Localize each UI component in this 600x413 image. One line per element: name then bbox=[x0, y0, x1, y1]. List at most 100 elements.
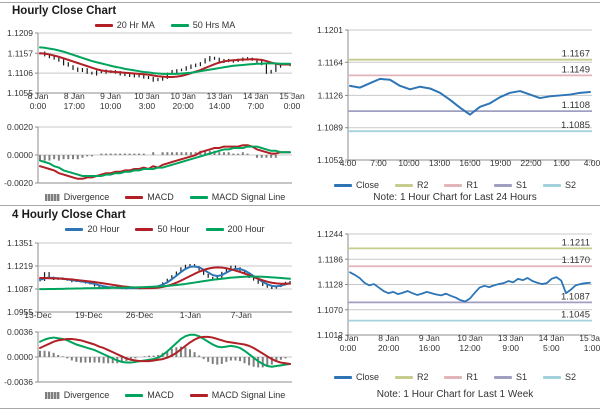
four-hourly-macd-legend: Divergence MACD MACD Signal Line bbox=[38, 390, 292, 400]
legend-line-swatch bbox=[125, 393, 144, 397]
divider-top bbox=[0, 2, 600, 3]
legend-bar-swatch bbox=[44, 193, 60, 201]
four-hourly-ma-legend: 20 Hour 50 Hour 200 Hour bbox=[38, 224, 292, 234]
x-tick-label: 10 Jan 20:00 bbox=[170, 91, 196, 111]
hourly-macd-chart: 0.0020 0.0000 -0.0020 bbox=[4, 122, 292, 188]
legend-line-swatch bbox=[65, 227, 84, 231]
legend-label: 50 Hrs MA bbox=[192, 20, 236, 30]
last-24h-note: Note: 1 Hour Chart for Last 24 Hours bbox=[373, 192, 537, 203]
legend-label: R1 bbox=[466, 372, 478, 382]
legend-label: MACD Signal Line bbox=[211, 192, 286, 202]
four-hourly-macd-chart: 0.0036 0.0000 -0.0036 bbox=[4, 327, 292, 387]
pivot-label-r1: 1.1170 bbox=[562, 255, 590, 266]
legend-label: Close bbox=[355, 372, 379, 382]
x-tick-label: 8 Jan 20:00 bbox=[378, 333, 400, 353]
pivot-label-r2: 1.1211 bbox=[562, 237, 590, 248]
legend-line-swatch bbox=[543, 183, 562, 187]
pivot-label-s1: 1.1087 bbox=[561, 291, 590, 302]
legend-label: Divergence bbox=[63, 390, 110, 400]
y-tick-label: 1.1244 bbox=[317, 229, 343, 239]
legend-label: MACD Signal Line bbox=[211, 390, 286, 400]
x-tick-label: 7:00 bbox=[370, 158, 387, 168]
series-macd-signal-line bbox=[39, 335, 291, 365]
x-tick-label: 19:00 bbox=[490, 158, 512, 168]
pivot-label-s2: 1.1085 bbox=[561, 120, 590, 131]
hourly-ma-legend: 20 Hr MA 50 Hrs MA bbox=[38, 20, 292, 30]
series-20-hr-ma bbox=[39, 52, 291, 79]
y-tick-label: 1.1106 bbox=[8, 68, 34, 78]
y-tick-label: 0.0036 bbox=[7, 327, 33, 337]
x-tick-label: 1:00 bbox=[553, 158, 570, 168]
legend-label: MACD bbox=[147, 192, 174, 202]
series-macd bbox=[39, 144, 291, 180]
x-tick-label: 14 Jan 7:00 bbox=[243, 91, 269, 111]
y-tick-label: 0.0000 bbox=[7, 352, 33, 362]
y-tick-label: 0.0020 bbox=[7, 122, 33, 132]
x-tick-label: 8 Jan 17:00 bbox=[64, 91, 86, 111]
legend-label: Divergence bbox=[63, 192, 110, 202]
legend-item: 50 Hrs MA bbox=[170, 20, 236, 30]
legend-line-swatch bbox=[189, 195, 208, 199]
legend-label: R2 bbox=[416, 180, 429, 190]
legend-item: MACD Signal Line bbox=[189, 390, 286, 400]
x-tick-label: 15 Jan 0:00 bbox=[279, 91, 305, 111]
series-close bbox=[349, 271, 591, 303]
series-50-hrs-ma bbox=[39, 46, 291, 75]
legend-item: S2 bbox=[543, 180, 576, 190]
last-1-week-legend: Close R2 R1 S1 S2 bbox=[310, 372, 600, 382]
pivot-label-r1: 1.1149 bbox=[562, 64, 590, 75]
y-tick-label: -0.0036 bbox=[4, 377, 33, 387]
legend-line-swatch bbox=[205, 227, 224, 231]
x-tick-label: 4:00 bbox=[340, 158, 357, 168]
hourly-chart-title: Hourly Close Chart bbox=[12, 5, 117, 17]
series-macd bbox=[39, 333, 291, 368]
x-tick-label: 9 Jan 16:00 bbox=[419, 333, 441, 353]
legend-label: 200 Hour bbox=[227, 224, 265, 234]
legend-line-swatch bbox=[494, 183, 512, 187]
x-tick-label: 14 Jan 5:00 bbox=[539, 333, 565, 353]
divider-middle bbox=[0, 205, 600, 206]
y-tick-label: 1.1126 bbox=[318, 90, 344, 100]
legend-line-swatch bbox=[394, 183, 413, 187]
legend-item: S2 bbox=[543, 372, 576, 382]
series-50-hour bbox=[39, 266, 291, 290]
series-macd-signal-line bbox=[39, 145, 291, 177]
legend-line-swatch bbox=[189, 393, 208, 397]
x-tick-label: 10 Jan 3:00 bbox=[134, 91, 160, 111]
legend-item: Close bbox=[333, 372, 379, 382]
x-tick-label: 10 Jan 12:00 bbox=[457, 333, 483, 353]
legend-label: S2 bbox=[565, 372, 577, 382]
divider-bottom bbox=[0, 408, 600, 409]
y-tick-label: 1.1128 bbox=[318, 280, 344, 290]
x-tick-label: 8 Jan 0:00 bbox=[28, 91, 49, 111]
x-tick-label: 19-Dec bbox=[75, 310, 103, 320]
legend-label: 20 Hour bbox=[87, 224, 120, 234]
x-tick-label: 7-Jan bbox=[231, 310, 253, 320]
legend-label: 20 Hr MA bbox=[116, 20, 155, 30]
y-tick-label: 1.1012 bbox=[317, 330, 343, 340]
y-tick-label: -0.0020 bbox=[4, 178, 33, 188]
legend-line-swatch bbox=[494, 375, 512, 379]
legend-item: Divergence bbox=[44, 390, 110, 400]
legend-bar-swatch bbox=[44, 391, 60, 399]
y-tick-label: 1.1070 bbox=[317, 305, 343, 315]
legend-item: 200 Hour bbox=[205, 224, 265, 234]
x-tick-label: 13 Jan 14:00 bbox=[207, 91, 233, 111]
y-tick-label: 1.1186 bbox=[318, 254, 344, 264]
legend-label: R1 bbox=[466, 180, 478, 190]
legend-item: 50 Hour bbox=[135, 224, 190, 234]
legend-line-swatch bbox=[333, 375, 352, 379]
y-tick-label: 1.0955 bbox=[7, 307, 33, 317]
y-tick-label: 1.1052 bbox=[317, 155, 343, 165]
y-tick-label: 1.1087 bbox=[7, 284, 33, 294]
legend-item: R1 bbox=[444, 180, 478, 190]
legend-line-swatch bbox=[94, 23, 113, 27]
legend-line-swatch bbox=[135, 227, 154, 231]
x-tick-label: 13:00 bbox=[429, 158, 451, 168]
y-tick-label: 1.1209 bbox=[7, 28, 33, 38]
y-tick-label: 1.1055 bbox=[7, 88, 33, 98]
